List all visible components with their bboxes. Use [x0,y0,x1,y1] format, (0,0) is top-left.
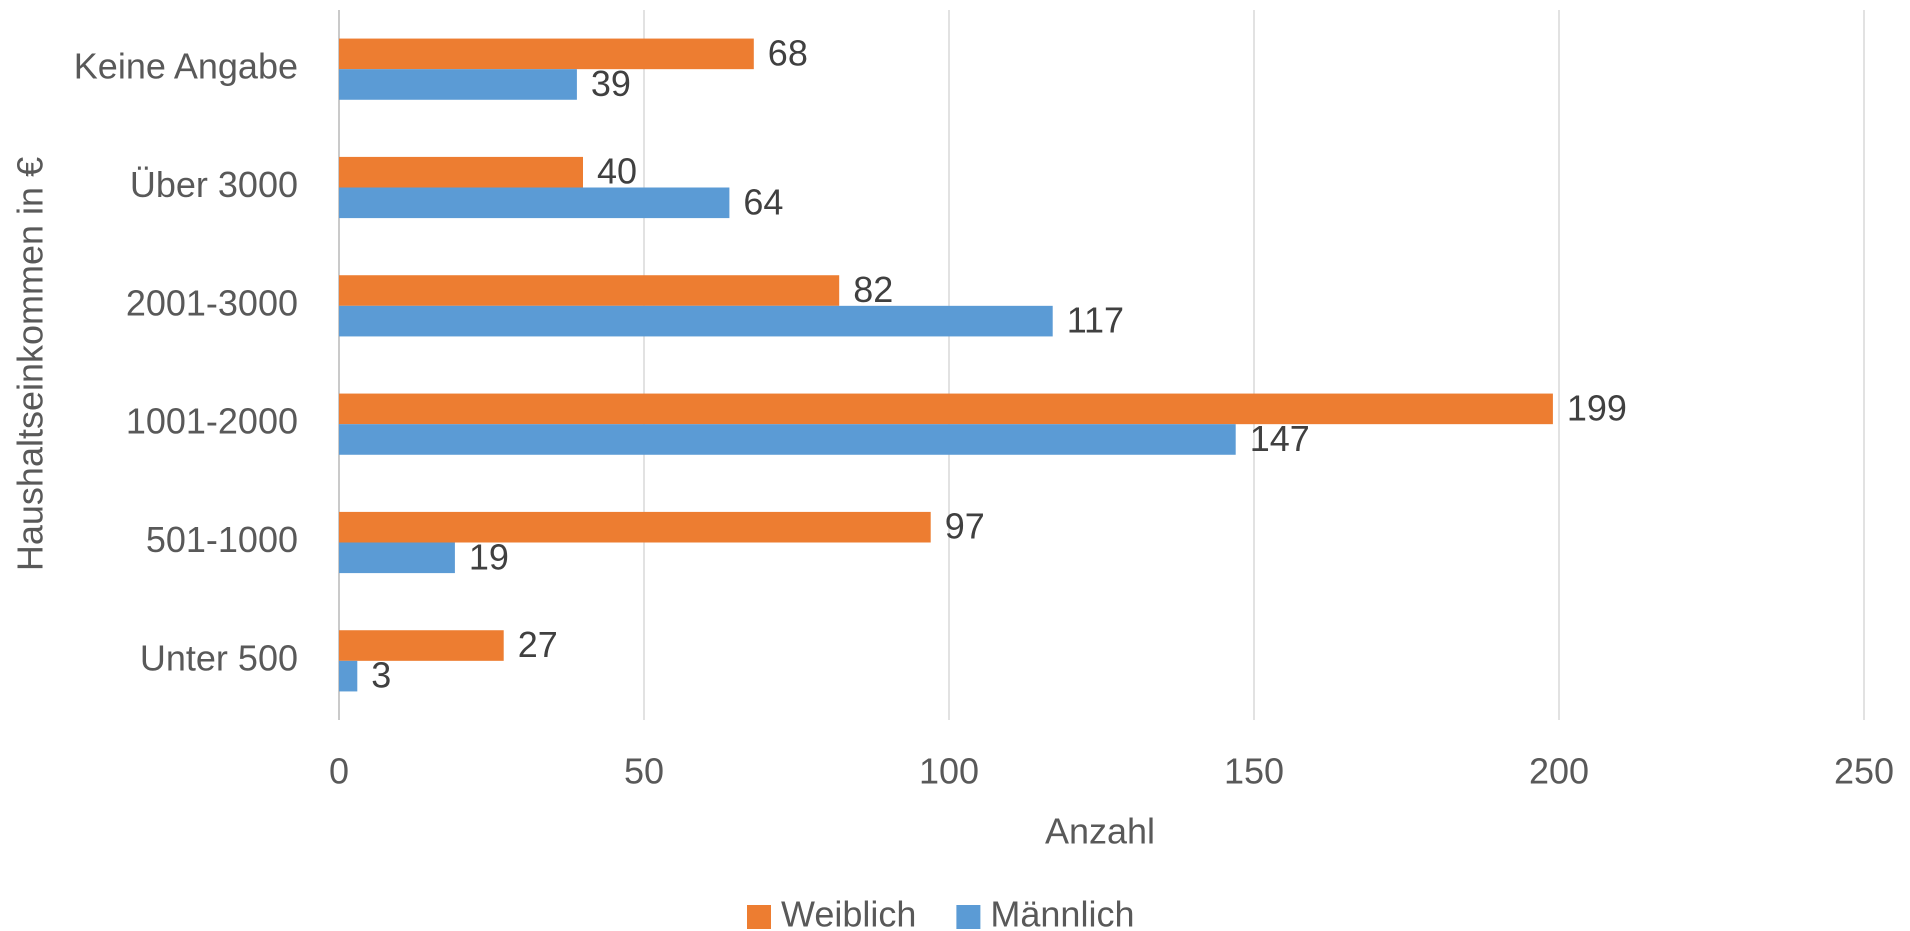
bar [339,156,583,188]
data-label: 40 [597,151,637,192]
x-tick-label: 150 [1224,751,1284,792]
bar [339,542,455,574]
y-tick-label: 1001-2000 [126,401,298,442]
data-label: 199 [1567,387,1627,428]
y-tick-label: Keine Angabe [74,46,298,87]
y-tick-label: 2001-3000 [126,282,298,323]
legend-swatch [747,905,771,929]
data-label: 117 [1067,300,1124,341]
legend-label: Weiblich [781,894,916,931]
x-tick-label: 100 [919,751,979,792]
x-tick-label: 200 [1529,751,1589,792]
y-tick-label: Über 3000 [130,164,298,205]
bar [339,275,840,306]
bar [339,424,1236,455]
data-label: 39 [591,63,631,104]
data-label: 19 [469,536,509,577]
x-tick-label: 0 [329,751,349,792]
bar [339,305,1053,337]
data-label: 82 [853,269,893,310]
bar [339,630,504,661]
x-tick-label: 250 [1834,751,1894,792]
legend-label: Männlich [990,894,1134,931]
bar [339,393,1553,425]
x-axis-title: Anzahl [1045,811,1155,852]
y-axis-title: Haushaltseinkommen in € [10,157,51,571]
y-tick-label: Unter 500 [140,637,298,678]
bar [339,187,730,219]
data-label: 27 [518,624,558,665]
bar [339,660,358,692]
data-label: 97 [945,506,985,547]
x-tick-label: 50 [624,751,664,792]
data-label: 147 [1250,418,1310,459]
legend-swatch [956,905,981,929]
bar [339,511,931,543]
bar [339,69,577,100]
data-label: 3 [371,655,391,696]
bar [339,38,754,70]
data-label: 68 [768,32,808,73]
y-tick-label: 501-1000 [146,519,298,560]
data-label: 64 [743,181,783,222]
